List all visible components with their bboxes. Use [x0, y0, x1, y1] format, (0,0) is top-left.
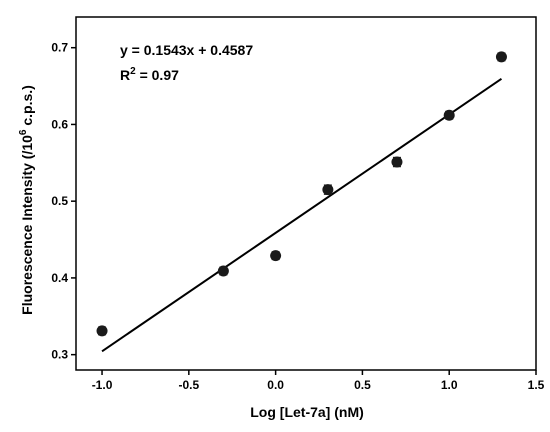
x-axis-ticks: -1.0 -0.5 0.0 0.5 1.0 1.5 [92, 370, 545, 392]
data-point [270, 250, 282, 262]
plot-frame [75, 16, 537, 371]
y-tick-label: 0.5 [51, 194, 68, 208]
x-tick-label: -1.0 [92, 378, 113, 392]
equation-label: y = 0.1543x + 0.4587 [120, 42, 253, 58]
data-point [217, 265, 229, 277]
x-tick-label: 1.5 [528, 378, 545, 392]
x-axis-title: Log [Let-7a] (nM) [250, 404, 364, 420]
x-tick-label: -0.5 [178, 378, 199, 392]
data-points [96, 51, 507, 337]
plot-border [75, 16, 537, 371]
y-axis-ticks: 0.3 0.4 0.5 0.6 0.7 [51, 41, 76, 362]
y-tick-label: 0.4 [51, 271, 68, 285]
r-squared-label: R2 = 0.97 [120, 66, 179, 83]
y-tick-label: 0.3 [51, 348, 68, 362]
y-axis-title: Fluorescence Intensity (/106 c.p.s.) [18, 85, 35, 315]
x-tick-label: 0.0 [267, 378, 284, 392]
y-tick-label: 0.7 [51, 41, 68, 55]
data-point [322, 184, 334, 196]
fit-line [101, 77, 503, 353]
data-point [96, 325, 108, 337]
x-tick-label: 1.0 [441, 378, 458, 392]
x-tick-label: 0.5 [354, 378, 371, 392]
data-point [443, 109, 455, 121]
y-tick-label: 0.6 [51, 117, 68, 131]
data-point [495, 51, 507, 63]
fit-line-group [101, 77, 503, 353]
data-point [391, 156, 403, 168]
